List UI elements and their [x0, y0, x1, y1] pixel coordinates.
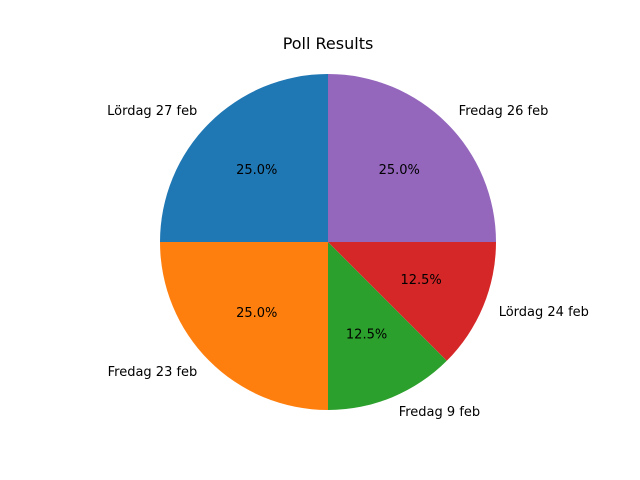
pie-slice — [328, 242, 447, 410]
pie-slice-label: Fredag 23 feb — [108, 365, 198, 380]
pie-percent-label: 12.5% — [346, 328, 387, 343]
pie-slice-label: Lördag 24 feb — [499, 305, 589, 320]
pie-percent-label: 25.0% — [236, 306, 277, 321]
pie-slice — [328, 242, 496, 361]
pie-slice-label: Fredag 26 feb — [459, 104, 549, 119]
pie-percent-label: 25.0% — [379, 163, 420, 178]
chart-title: Poll Results — [283, 34, 374, 53]
pie-slice — [328, 74, 496, 242]
pie-percent-labels: 25.0% 25.0% 12.5% 12.5% 25.0% — [236, 163, 442, 342]
pie-percent-label: 25.0% — [236, 163, 277, 178]
pie-slice — [160, 74, 328, 242]
pie-slice-labels: Lördag 27 feb Fredag 23 feb Fredag 9 feb Lö… — [107, 104, 589, 420]
pie-percent-label: 12.5% — [400, 273, 441, 288]
pie-slice — [160, 242, 328, 410]
pie-slices — [160, 74, 496, 410]
pie-slice-label: Lördag 27 feb — [107, 104, 197, 119]
pie-slice-label: Fredag 9 feb — [399, 405, 480, 420]
